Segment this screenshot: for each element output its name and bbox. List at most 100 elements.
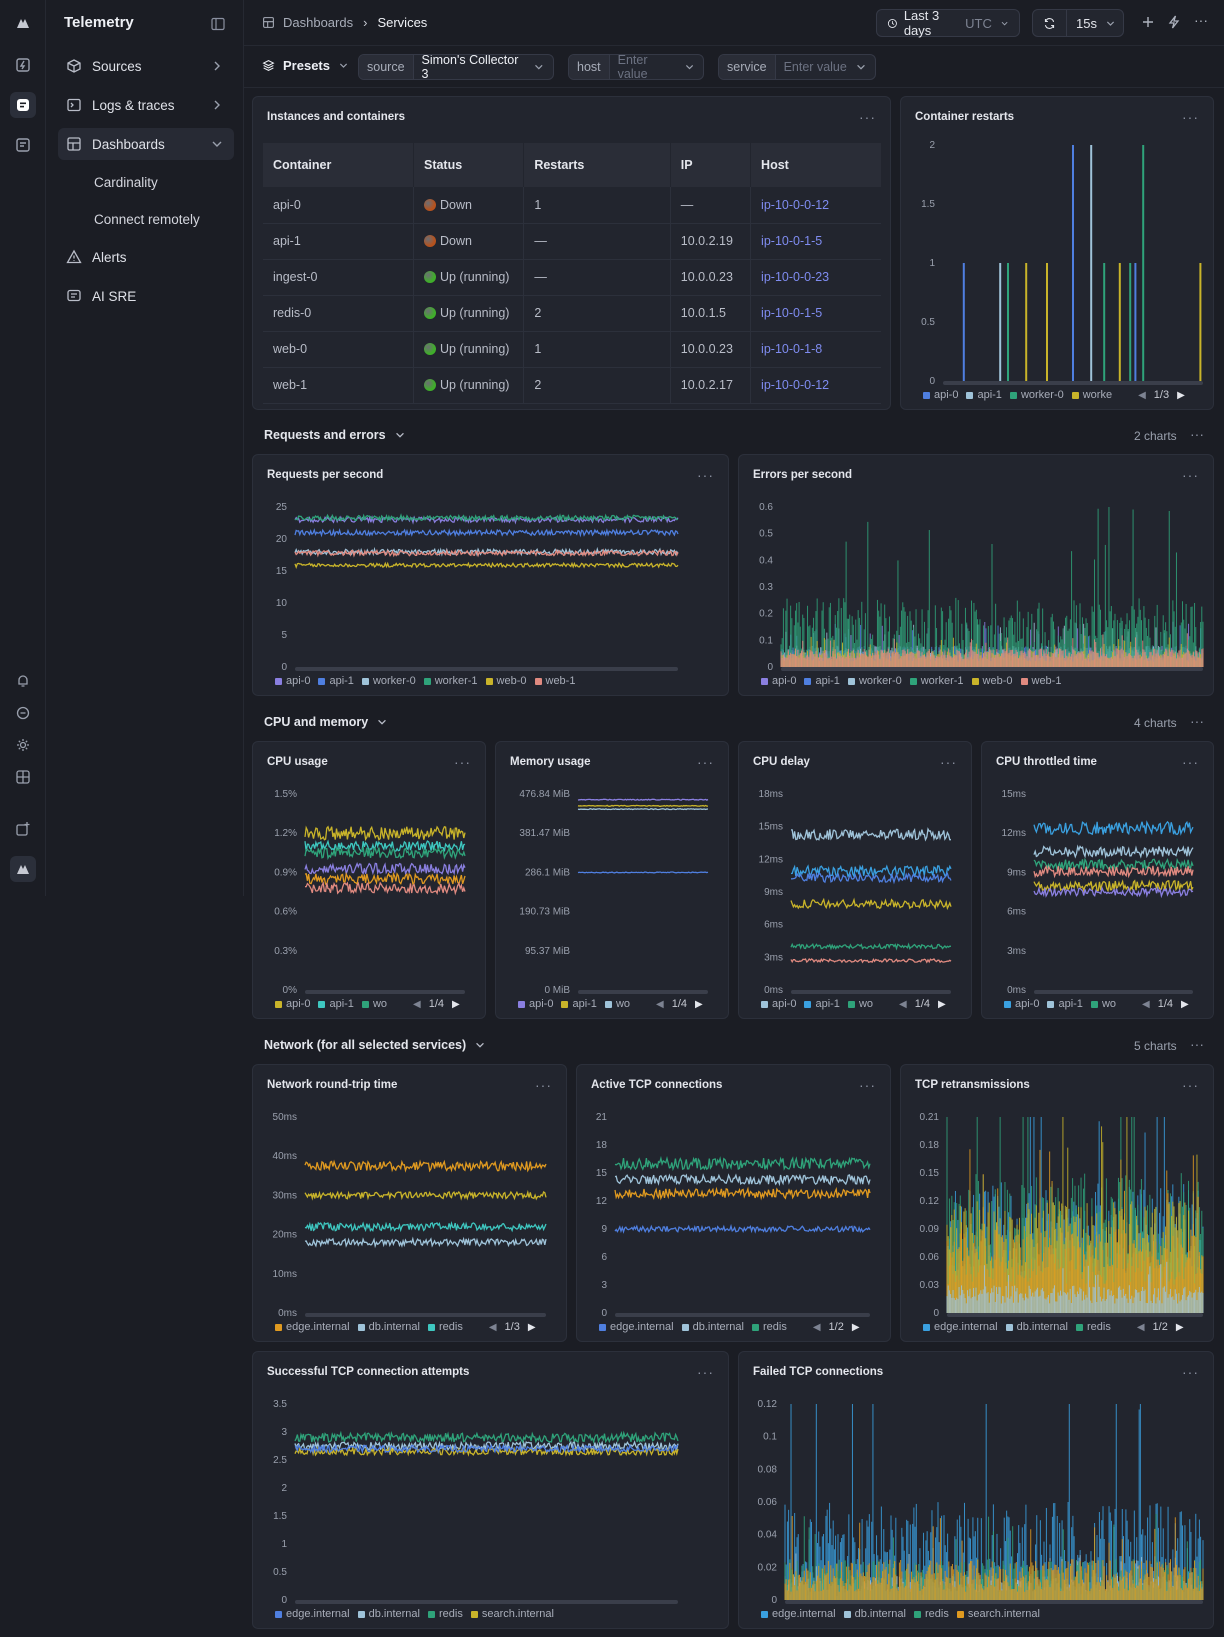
time-scrubber[interactable]	[947, 1313, 1203, 1317]
legend-item[interactable]: worker-0	[847, 675, 902, 687]
legend-item[interactable]: web-0	[971, 675, 1013, 687]
legend-item[interactable]: api-0	[761, 675, 796, 687]
next-page-icon[interactable]: ▶	[452, 998, 460, 1010]
more-icon[interactable]: ···	[697, 1364, 714, 1380]
more-icon[interactable]: ···	[859, 109, 876, 125]
more-icon[interactable]: ···	[454, 754, 471, 770]
legend-item[interactable]: wo	[847, 998, 873, 1010]
integrations-icon[interactable]	[10, 764, 36, 790]
time-range-picker[interactable]: Last 3 days UTC	[876, 8, 1020, 38]
table-header[interactable]: Container	[263, 143, 414, 187]
time-scrubber[interactable]	[791, 990, 951, 994]
legend-item[interactable]: api-0	[275, 998, 310, 1010]
time-scrubber[interactable]	[305, 1313, 546, 1317]
more-icon[interactable]: ···	[1182, 467, 1199, 483]
prev-page-icon[interactable]: ◀	[413, 998, 421, 1010]
legend-item[interactable]: api-1	[804, 675, 840, 687]
cell-host[interactable]: ip-10-0-1-8	[750, 331, 881, 368]
host-filter-input[interactable]: Enter value	[617, 54, 648, 80]
legend-item[interactable]: edge.internal	[599, 1321, 674, 1333]
presets-button[interactable]: Presets	[262, 58, 357, 73]
more-icon[interactable]: ···	[697, 754, 714, 770]
legend-item[interactable]: db.internal	[357, 1608, 420, 1620]
legend-item[interactable]: db.internal	[1005, 1321, 1068, 1333]
legend-item[interactable]: worker-1	[423, 675, 478, 687]
next-page-icon[interactable]: ▶	[851, 1321, 860, 1333]
legend-item[interactable]: api-1	[561, 998, 597, 1010]
legend-item[interactable]: db.internal	[681, 1321, 744, 1333]
more-icon[interactable]: ···	[1190, 1036, 1204, 1052]
more-icon[interactable]: ···	[1194, 12, 1208, 28]
legend-item[interactable]: api-0	[923, 389, 958, 401]
legend-item[interactable]: api-1	[1047, 998, 1083, 1010]
legend-item[interactable]: redis	[751, 1321, 787, 1333]
more-icon[interactable]: ···	[859, 1077, 876, 1093]
legend-item[interactable]: wo	[1090, 998, 1116, 1010]
legend-item[interactable]: api-0	[761, 998, 796, 1010]
service-filter[interactable]: service Enter value	[718, 54, 876, 80]
sidebar-collapse-icon[interactable]	[210, 16, 226, 32]
legend-item[interactable]: api-1	[318, 998, 354, 1010]
workspace-avatar-icon[interactable]	[10, 856, 36, 882]
time-scrubber[interactable]	[1034, 990, 1193, 994]
plus-icon[interactable]	[1140, 14, 1156, 30]
time-scrubber[interactable]	[295, 667, 678, 671]
next-page-icon[interactable]: ▶	[1181, 998, 1189, 1010]
more-icon[interactable]: ···	[1182, 1077, 1199, 1093]
legend-item[interactable]: search.internal	[470, 1608, 554, 1620]
section-cpu-memory[interactable]: CPU and memory	[264, 715, 388, 729]
prev-page-icon[interactable]: ◀	[1136, 1321, 1145, 1333]
legend-item[interactable]: worker-0	[361, 675, 416, 687]
table-header[interactable]: Restarts	[523, 143, 671, 187]
sidebar-subitem-cardinality[interactable]: Cardinality	[94, 174, 158, 190]
time-scrubber[interactable]	[781, 667, 1203, 671]
legend-item[interactable]: api-0	[518, 998, 553, 1010]
next-page-icon[interactable]: ▶	[1175, 1321, 1184, 1333]
legend-item[interactable]: web-0	[485, 675, 527, 687]
cell-host[interactable]: ip-10-0-0-23	[750, 259, 881, 296]
prev-page-icon[interactable]: ◀	[812, 1321, 821, 1333]
prev-page-icon[interactable]: ◀	[656, 998, 664, 1010]
cell-host[interactable]: ip-10-0-0-12	[750, 367, 881, 404]
logo-icon[interactable]	[10, 10, 36, 36]
table-row[interactable]: api-1 Down — 10.0.2.19 ip-10-0-1-5	[263, 223, 881, 260]
table-row[interactable]: web-0 Up (running) 1 10.0.0.23 ip-10-0-1-8	[263, 331, 881, 368]
legend-item[interactable]: web-1	[1020, 675, 1061, 687]
time-scrubber[interactable]	[943, 381, 1203, 385]
prev-page-icon[interactable]: ◀	[1142, 998, 1150, 1010]
more-icon[interactable]: ···	[697, 467, 714, 483]
legend-item[interactable]: edge.internal	[923, 1321, 998, 1333]
more-icon[interactable]: ···	[1190, 426, 1204, 442]
source-filter[interactable]: source Simon's Collector 3	[358, 54, 554, 80]
table-header[interactable]: Host	[750, 143, 881, 187]
logs-rail-icon[interactable]	[10, 92, 36, 118]
sidebar-item-ai-sre[interactable]: AI SRE	[58, 280, 234, 312]
more-icon[interactable]: ···	[1182, 109, 1199, 125]
cell-host[interactable]: ip-10-0-0-12	[750, 187, 881, 224]
breadcrumb-root[interactable]: Dashboards	[283, 15, 354, 30]
sidebar-subitem-connect-remotely[interactable]: Connect remotely	[94, 211, 200, 227]
sidebar-item-alerts[interactable]: Alerts	[58, 241, 234, 273]
sidebar-item-logs[interactable]: Logs & traces	[58, 89, 234, 121]
legend-item[interactable]: db.internal	[357, 1321, 420, 1333]
table-header[interactable]: Status	[413, 143, 525, 187]
legend-item[interactable]: wo	[361, 998, 387, 1010]
time-scrubber[interactable]	[615, 1313, 870, 1317]
legend-item[interactable]: redis	[427, 1608, 463, 1620]
sidebar-item-sources[interactable]: Sources	[58, 50, 234, 82]
prev-page-icon[interactable]: ◀	[1138, 389, 1146, 401]
table-row[interactable]: ingest-0 Up (running) — 10.0.0.23 ip-10-0-0-…	[263, 259, 881, 296]
table-row[interactable]: redis-0 Up (running) 2 10.0.1.5 ip-10-0-1-5	[263, 295, 881, 332]
refresh-interval[interactable]: 15s	[1076, 15, 1097, 31]
refresh-icon[interactable]	[1033, 10, 1067, 36]
table-row[interactable]: web-1 Up (running) 2 10.0.2.17 ip-10-0-0-12	[263, 367, 881, 404]
message-icon[interactable]	[10, 700, 36, 726]
legend-item[interactable]: api-1	[318, 675, 354, 687]
legend-item[interactable]: api-1	[804, 998, 840, 1010]
time-scrubber[interactable]	[295, 1600, 678, 1604]
prev-page-icon[interactable]: ◀	[899, 998, 907, 1010]
sidebar-item-dashboards[interactable]: Dashboards	[58, 128, 234, 160]
section-network[interactable]: Network (for all selected services)	[264, 1038, 486, 1052]
legend-item[interactable]: edge.internal	[275, 1321, 350, 1333]
dashboard-rail-icon[interactable]	[10, 132, 36, 158]
